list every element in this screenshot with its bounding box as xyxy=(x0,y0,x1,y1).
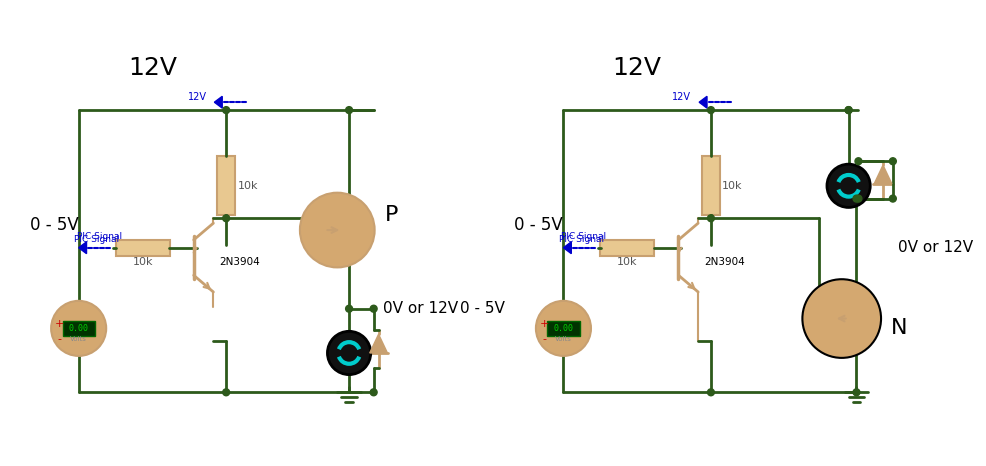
Text: 12V: 12V xyxy=(187,92,206,103)
Text: 12V: 12V xyxy=(672,92,691,103)
Text: 0 - 5V: 0 - 5V xyxy=(460,301,505,316)
Polygon shape xyxy=(875,165,892,184)
Text: 10k: 10k xyxy=(617,256,638,267)
Text: 0V or 12V: 0V or 12V xyxy=(898,240,973,255)
Circle shape xyxy=(223,389,230,396)
Circle shape xyxy=(855,158,862,164)
Circle shape xyxy=(346,305,353,312)
Text: Volts: Volts xyxy=(555,336,572,343)
Circle shape xyxy=(51,301,106,356)
FancyBboxPatch shape xyxy=(217,156,235,215)
Text: 12V: 12V xyxy=(612,56,662,80)
Text: +: + xyxy=(54,319,64,329)
Text: PIC Signal: PIC Signal xyxy=(74,235,119,244)
Circle shape xyxy=(223,107,230,114)
Circle shape xyxy=(845,107,852,114)
Text: P: P xyxy=(385,206,398,225)
Text: 2N3904: 2N3904 xyxy=(704,258,744,267)
Text: -: - xyxy=(57,335,61,344)
Text: 12V: 12V xyxy=(128,56,176,80)
Circle shape xyxy=(827,164,871,207)
Circle shape xyxy=(708,107,715,114)
Circle shape xyxy=(370,389,377,396)
Circle shape xyxy=(223,215,230,222)
Text: 0 - 5V: 0 - 5V xyxy=(30,216,79,234)
Circle shape xyxy=(889,158,896,164)
Text: 0.00: 0.00 xyxy=(553,324,574,333)
FancyBboxPatch shape xyxy=(600,240,655,256)
Text: 2N3904: 2N3904 xyxy=(219,258,260,267)
Circle shape xyxy=(370,305,377,312)
Text: PIC Signal: PIC Signal xyxy=(561,233,606,241)
Circle shape xyxy=(708,215,715,222)
Circle shape xyxy=(889,195,896,202)
Text: 10k: 10k xyxy=(238,181,258,191)
Circle shape xyxy=(803,279,881,358)
Polygon shape xyxy=(79,242,87,254)
Circle shape xyxy=(845,107,852,114)
Text: PIC Signal: PIC Signal xyxy=(77,233,122,241)
Polygon shape xyxy=(699,96,707,108)
Polygon shape xyxy=(214,96,222,108)
FancyBboxPatch shape xyxy=(547,321,580,336)
Circle shape xyxy=(300,192,375,267)
Text: 0V or 12V: 0V or 12V xyxy=(384,301,458,316)
FancyBboxPatch shape xyxy=(115,240,170,256)
Text: Volts: Volts xyxy=(70,336,87,343)
FancyBboxPatch shape xyxy=(702,156,720,215)
Polygon shape xyxy=(370,334,387,353)
FancyBboxPatch shape xyxy=(62,321,95,336)
Text: -: - xyxy=(542,335,546,344)
Text: 0 - 5V: 0 - 5V xyxy=(515,216,563,234)
Circle shape xyxy=(536,301,591,356)
Text: +: + xyxy=(539,319,549,329)
Text: 10k: 10k xyxy=(132,256,153,267)
Text: PIC Signal: PIC Signal xyxy=(558,235,603,244)
Text: 0.00: 0.00 xyxy=(69,324,89,333)
Text: 10k: 10k xyxy=(723,181,742,191)
Circle shape xyxy=(708,389,715,396)
Text: N: N xyxy=(891,318,907,338)
Circle shape xyxy=(346,107,353,114)
Circle shape xyxy=(855,195,862,202)
Circle shape xyxy=(327,331,371,375)
Polygon shape xyxy=(563,242,571,254)
Circle shape xyxy=(853,195,860,202)
Circle shape xyxy=(853,389,860,396)
